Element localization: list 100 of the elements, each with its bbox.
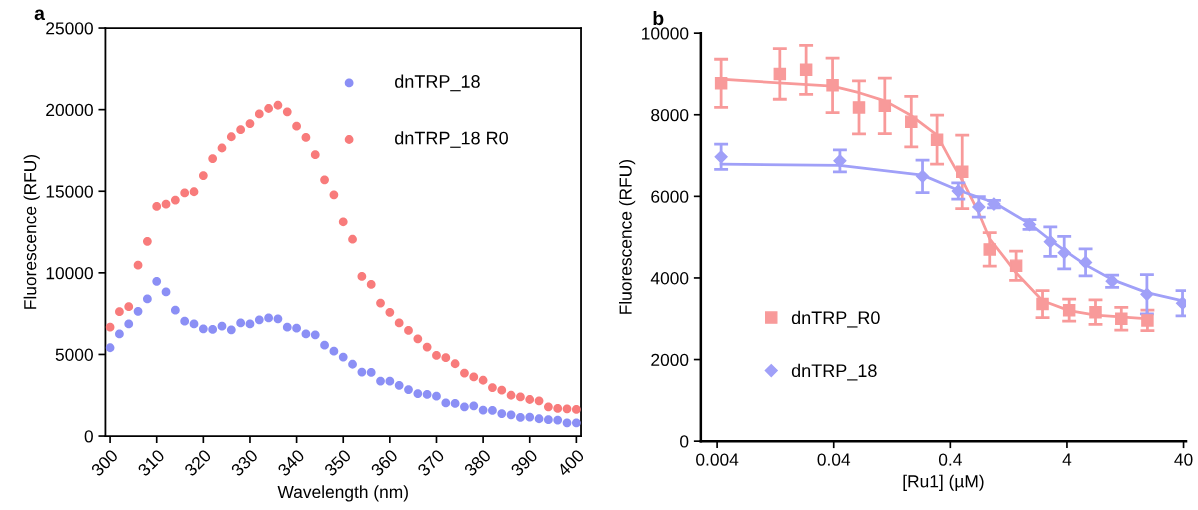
point: [338, 217, 348, 227]
point: [506, 390, 516, 400]
point: [348, 359, 357, 369]
point: [534, 414, 544, 424]
point: [348, 234, 357, 244]
point: [525, 395, 535, 404]
point: [264, 313, 274, 323]
point: [469, 401, 479, 411]
point: [357, 272, 367, 281]
point: [217, 143, 227, 153]
point: [152, 202, 162, 211]
point: [329, 190, 339, 200]
point: [571, 418, 581, 428]
point: [133, 306, 143, 316]
point: [133, 260, 143, 270]
text: a: [34, 9, 46, 21]
point: [534, 396, 544, 406]
x-tick-label: 40: [1174, 453, 1193, 466]
y-tick-label: 8000: [651, 108, 689, 122]
point: [273, 100, 283, 110]
x-tick-label: 320: [183, 448, 212, 477]
point: [217, 321, 227, 331]
legend-label: dnTRP_R0: [791, 310, 880, 328]
point: [404, 385, 413, 394]
point: [292, 323, 301, 333]
point: [488, 383, 497, 392]
point: [152, 276, 162, 286]
legend-label: dnTRP_18: [395, 74, 480, 92]
x-tick-label: 380: [463, 448, 492, 477]
y-axis-title: Fluorescence (RFU): [619, 160, 636, 314]
point: [525, 412, 535, 422]
point: [488, 406, 497, 415]
x-tick-label: 330: [230, 448, 259, 477]
point: [562, 418, 572, 428]
x-tick-label: 370: [416, 448, 446, 477]
y-tick-label: 20000: [46, 103, 93, 117]
y-tick-label: 2000: [651, 353, 689, 367]
point: [478, 375, 488, 385]
point: [460, 402, 469, 412]
point: [236, 125, 246, 135]
point: [366, 368, 376, 377]
point: [105, 322, 115, 332]
x-tick-label: 340: [276, 448, 306, 477]
point: [115, 307, 124, 317]
point: [385, 376, 395, 386]
point: [516, 413, 525, 422]
point: [357, 367, 367, 377]
point: [310, 150, 320, 160]
point: [189, 319, 199, 329]
point: [143, 294, 152, 304]
point: [254, 109, 264, 119]
point: [170, 195, 180, 205]
point: [441, 353, 451, 363]
point: [497, 409, 507, 418]
point: [376, 298, 385, 308]
y-tick-label: 0: [84, 430, 93, 443]
x-tick-label: 0.004: [696, 453, 739, 466]
x-tick-label: 390: [510, 448, 539, 477]
point: [320, 175, 329, 185]
point: [320, 340, 329, 350]
point: [553, 415, 563, 425]
point: [450, 399, 460, 408]
point: [432, 351, 441, 360]
x-axis-title: Wavelength (nm): [277, 485, 408, 502]
y-axis-title: Fluorescence (RFU): [23, 154, 40, 309]
point: [506, 410, 516, 420]
point: [404, 326, 413, 335]
point: [553, 404, 563, 413]
point: [180, 188, 190, 198]
x-tick-label: 350: [323, 448, 352, 477]
y-tick-label: 5000: [55, 348, 93, 361]
point: [376, 376, 385, 386]
point: [301, 329, 311, 339]
x-tick-label: 400: [556, 448, 585, 478]
x-tick-label: 4: [1062, 453, 1072, 466]
point: [562, 404, 572, 414]
point: [394, 318, 404, 328]
point: [180, 316, 190, 326]
point: [226, 325, 236, 335]
y-tick-label: 25000: [46, 22, 93, 35]
point: [198, 324, 208, 334]
point: [301, 133, 311, 142]
y-tick-label: 10000: [46, 267, 93, 280]
point: [264, 104, 274, 113]
point: [413, 389, 423, 399]
point: [338, 352, 348, 362]
y-tick-label: 15000: [46, 185, 93, 198]
point: [366, 280, 376, 289]
point: [254, 315, 264, 325]
point: [245, 119, 255, 128]
x-tick-label: 0.4: [938, 453, 962, 466]
point: [124, 319, 134, 329]
point: [208, 154, 218, 163]
legend-label: dnTRP_18 R0: [395, 131, 508, 148]
point: [282, 322, 292, 332]
point: [115, 329, 124, 339]
x-axis-title: [Ru1] (µM): [903, 474, 984, 491]
point: [413, 334, 423, 344]
y-tick-label: 0: [680, 435, 689, 448]
text: b: [653, 10, 664, 26]
